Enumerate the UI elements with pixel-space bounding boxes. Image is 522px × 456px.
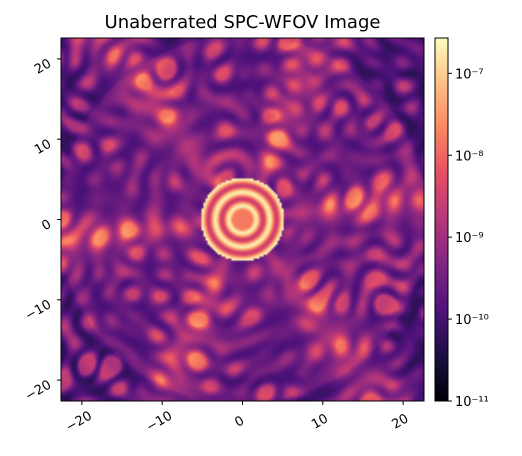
x-tick-label: 10 [309, 411, 331, 432]
colorbar-tick-label: 10⁻¹⁰ [455, 313, 489, 328]
colorbar-tick-label: 10⁻⁷ [455, 67, 484, 82]
colorbar: 10⁻¹¹ 10⁻¹⁰ 10⁻⁹ 10⁻⁸ 10⁻⁷ [434, 37, 489, 410]
colorbar-tick-label: 10⁻⁹ [455, 231, 484, 246]
y-axis: −20 −10 0 10 20 [23, 56, 61, 404]
colorbar-tick-label: 10⁻⁸ [455, 149, 484, 164]
colorbar-ticks: 10⁻¹¹ 10⁻¹⁰ 10⁻⁹ 10⁻⁸ 10⁻⁷ [448, 67, 489, 410]
plot-area [60, 37, 425, 402]
x-axis: −20 −10 0 10 20 [63, 401, 411, 435]
x-tick-label: −10 [144, 409, 175, 436]
y-tick-label: −20 [23, 378, 54, 405]
y-tick-label: 10 [32, 137, 54, 158]
colorbar-gradient [434, 37, 449, 402]
heatmap-image [61, 38, 424, 401]
y-tick-label: 20 [32, 56, 54, 77]
chart-title: Unaberrated SPC-WFOV Image [105, 12, 381, 33]
y-tick-label: 0 [39, 217, 54, 234]
y-tick-label: −10 [23, 297, 54, 324]
x-tick-label: 20 [389, 411, 411, 432]
x-tick-label: 0 [232, 413, 247, 430]
colorbar-tick-label: 10⁻¹¹ [455, 395, 489, 410]
x-tick-label: −20 [63, 409, 94, 436]
